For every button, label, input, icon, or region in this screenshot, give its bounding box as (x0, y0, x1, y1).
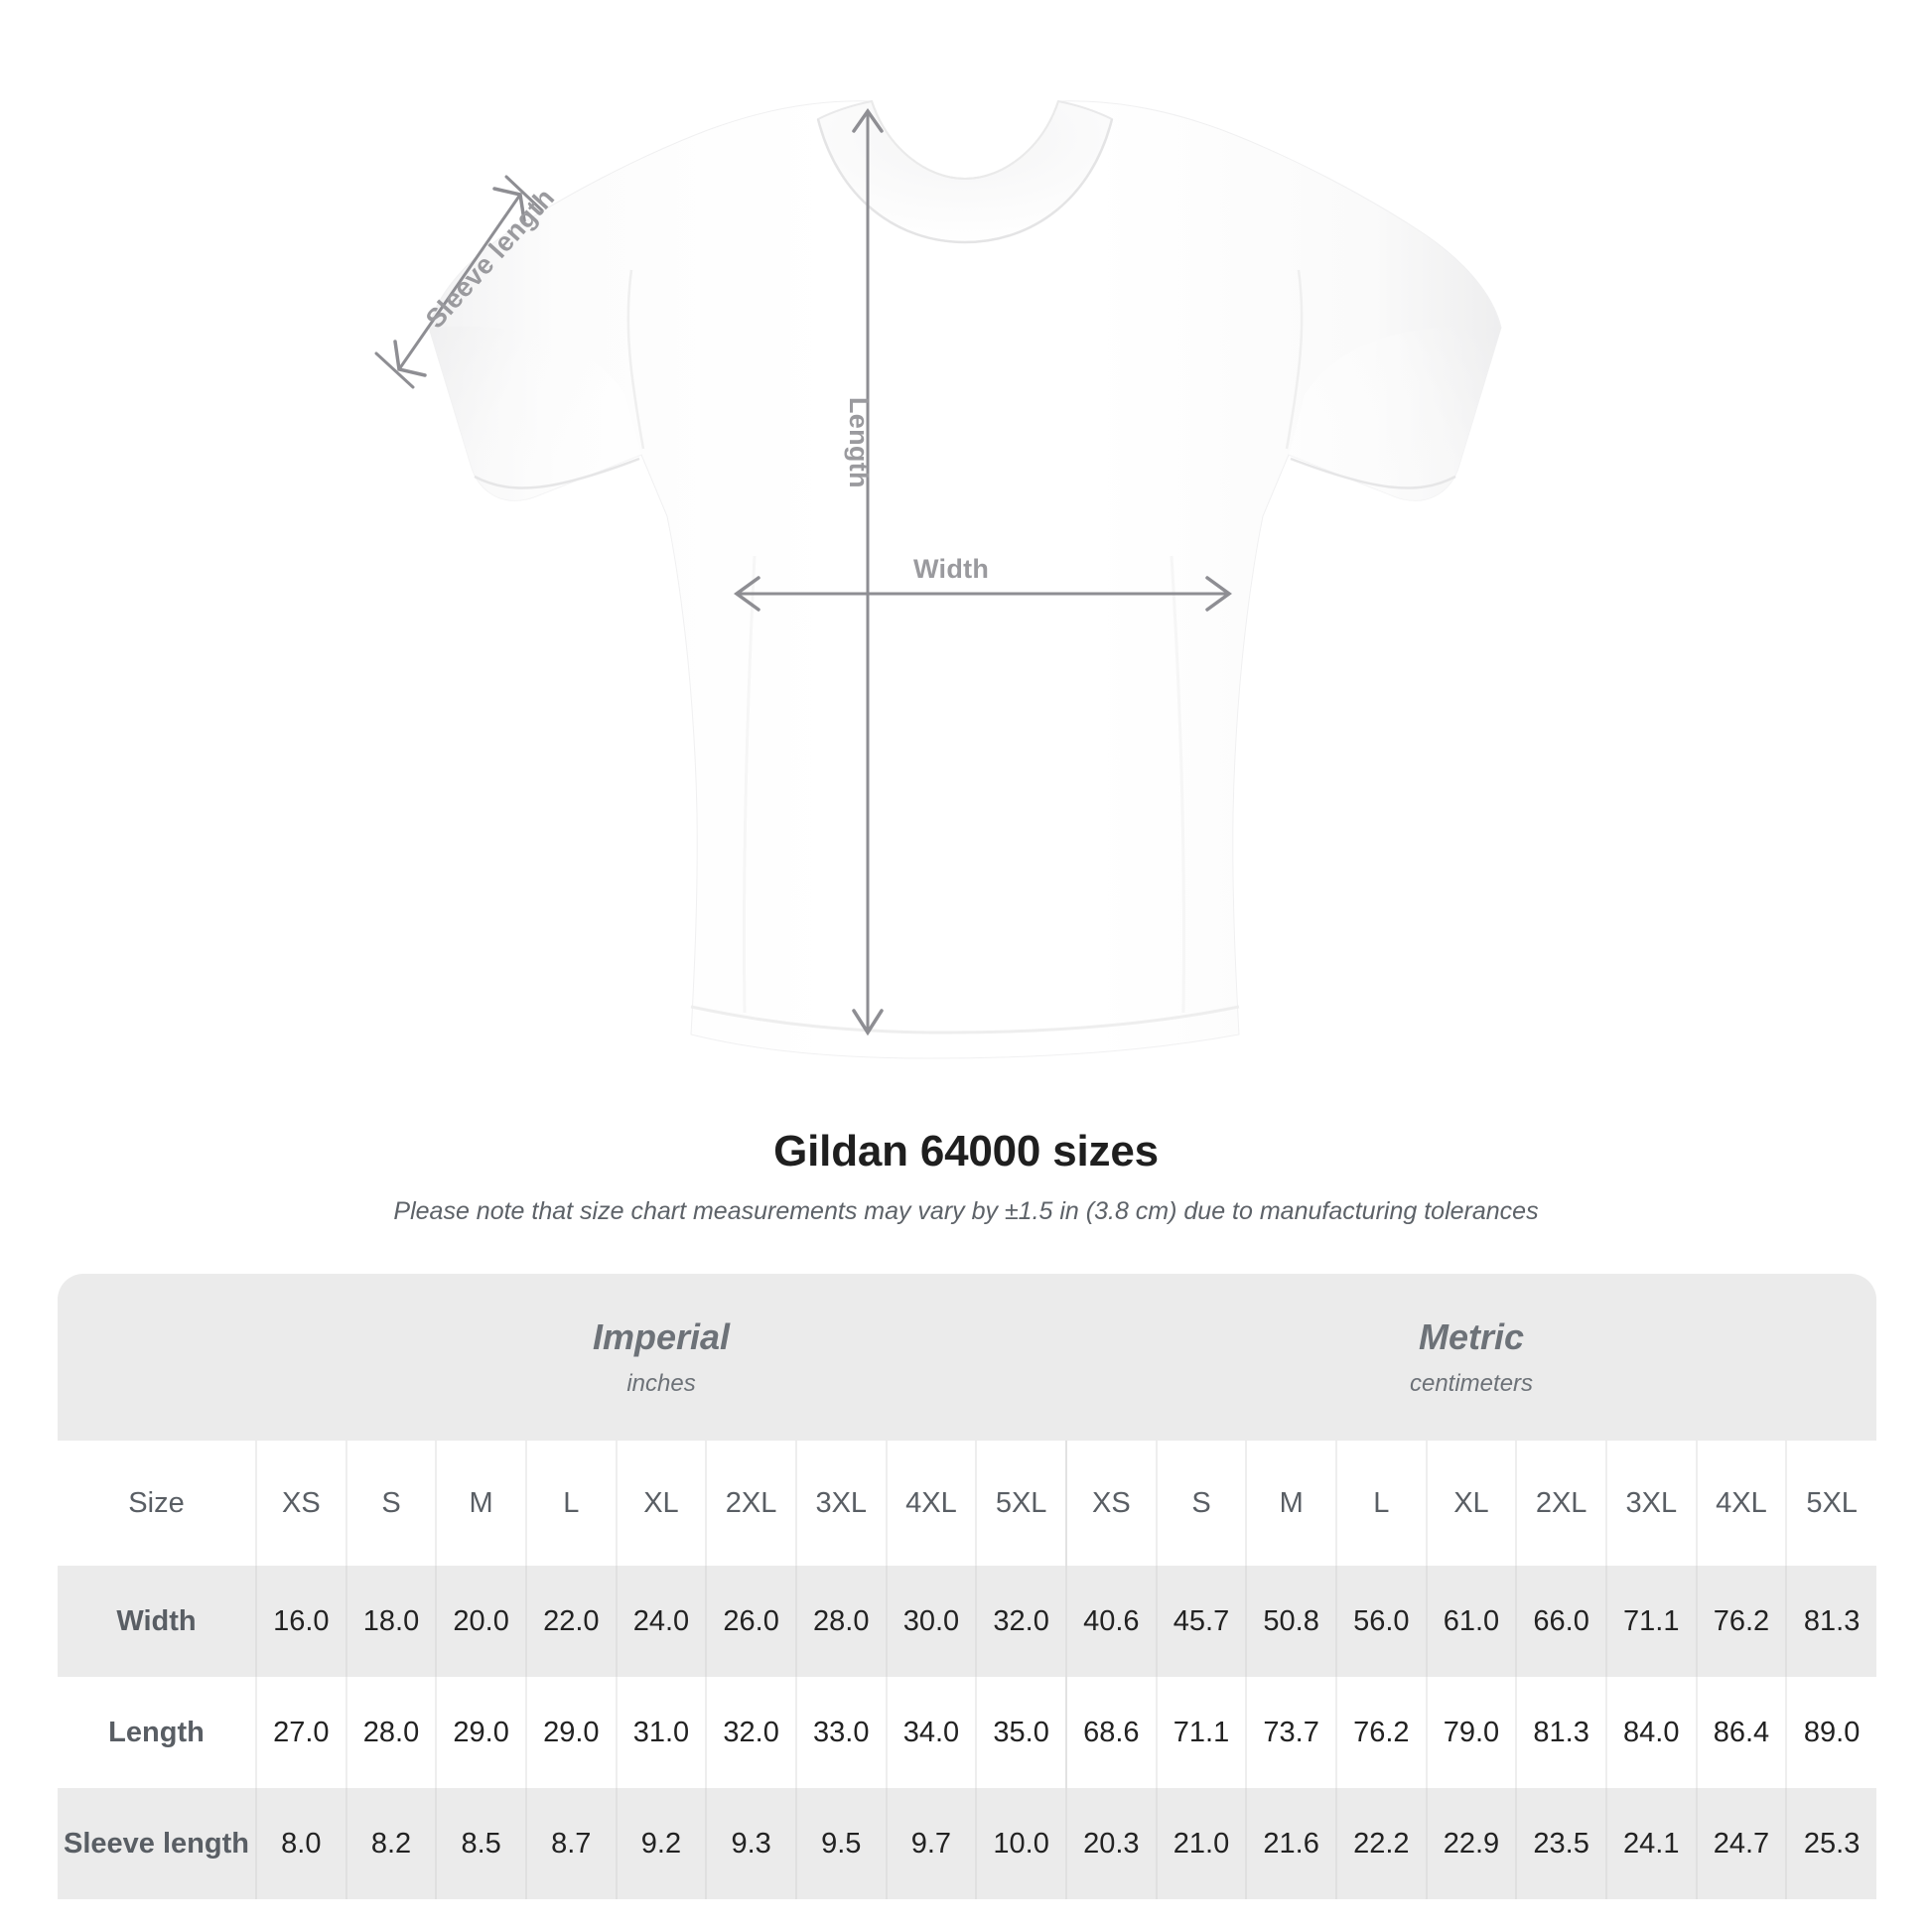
tshirt-illustration (428, 99, 1502, 1059)
size-table-container: Imperial inches Metric centimeters Size XS S M L… (58, 1274, 1876, 1899)
measurement-cell: 86.4 (1695, 1677, 1787, 1788)
measurement-cell: 66.0 (1515, 1566, 1606, 1677)
size-header-row: Size XS S M L XL 2XL 3XL 4XL 5XL XS S M L XL 2XL 3XL 4XL 5… (58, 1441, 1876, 1566)
row-label-sleeve-length: Sleeve length (58, 1788, 256, 1899)
row-label-length: Length (58, 1677, 256, 1788)
measurement-cell: 73.7 (1245, 1677, 1336, 1788)
table-row: Width 16.0 18.0 20.0 22.0 24.0 26.0 28.0 30.0 32.… (58, 1566, 1876, 1677)
size-header-cell: L (1334, 1441, 1427, 1566)
size-header-cell: 5XL (975, 1441, 1067, 1566)
measurement-cell: 23.5 (1515, 1788, 1606, 1899)
measurement-cell: 27.0 (255, 1677, 346, 1788)
size-header-cell: M (435, 1441, 526, 1566)
unit-system-imperial: Imperial inches (256, 1274, 1067, 1441)
measurement-cell: 21.0 (1155, 1788, 1247, 1899)
measurement-cell: 29.0 (435, 1677, 526, 1788)
width-label: Width (913, 554, 990, 584)
table-row: Sleeve length 8.0 8.2 8.5 8.7 9.2 9.3 9.5 9.7 10.… (58, 1788, 1876, 1899)
size-header-cell: XS (255, 1441, 346, 1566)
measurement-cell: 24.7 (1695, 1788, 1787, 1899)
unit-system-metric: Metric centimeters (1066, 1274, 1876, 1441)
measurement-cell: 18.0 (345, 1566, 437, 1677)
measurement-cell: 32.0 (975, 1566, 1067, 1677)
measurement-cell: 16.0 (255, 1566, 346, 1677)
measurement-cell: 20.3 (1065, 1788, 1157, 1899)
measurement-cell: 71.1 (1604, 1566, 1697, 1677)
measurement-cell: 79.0 (1425, 1677, 1517, 1788)
tshirt-diagram: Sleeve length Length Width (374, 99, 1502, 1059)
measurement-cell: 84.0 (1604, 1677, 1697, 1788)
measurement-cell: 34.0 (885, 1677, 977, 1788)
measurement-cell: 30.0 (885, 1566, 977, 1677)
size-table: Imperial inches Metric centimeters Size XS S M L… (58, 1274, 1876, 1899)
measurement-cell: 21.6 (1245, 1788, 1336, 1899)
length-label: Length (844, 397, 874, 488)
measurement-cell: 35.0 (975, 1677, 1067, 1788)
measurement-cell: 22.2 (1334, 1788, 1427, 1899)
measurement-cell: 28.0 (794, 1566, 887, 1677)
size-header-cell: S (1155, 1441, 1247, 1566)
measurement-cell: 40.6 (1065, 1566, 1157, 1677)
measurement-cell: 81.3 (1785, 1566, 1876, 1677)
measurement-cell: 56.0 (1334, 1566, 1427, 1677)
size-header-cell: L (524, 1441, 617, 1566)
measurement-cell: 32.0 (705, 1677, 796, 1788)
measurement-cell: 10.0 (975, 1788, 1067, 1899)
measurement-cell: 25.3 (1785, 1788, 1876, 1899)
measurement-cell: 22.0 (524, 1566, 617, 1677)
measurement-cell: 9.2 (615, 1788, 707, 1899)
tolerance-note: Please note that size chart measurements… (393, 1196, 1539, 1225)
row-label-width: Width (58, 1566, 256, 1677)
measurement-cell: 24.1 (1604, 1788, 1697, 1899)
size-header-cell: M (1245, 1441, 1336, 1566)
measurement-cell: 50.8 (1245, 1566, 1336, 1677)
measurement-cell: 9.3 (705, 1788, 796, 1899)
size-header-cell: 3XL (1604, 1441, 1697, 1566)
size-header-cell: XL (615, 1441, 707, 1566)
size-header-cell: XS (1065, 1441, 1157, 1566)
measurement-cell: 20.0 (435, 1566, 526, 1677)
measurement-cell: 8.7 (524, 1788, 617, 1899)
unit-system-name: Metric (1418, 1316, 1525, 1357)
size-header-cell: 4XL (885, 1441, 977, 1566)
measurement-cell: 26.0 (705, 1566, 796, 1677)
measurement-cell: 89.0 (1785, 1677, 1876, 1788)
size-header-cell: 2XL (705, 1441, 796, 1566)
size-header-cell: 5XL (1785, 1441, 1876, 1566)
unit-system-row: Imperial inches Metric centimeters (58, 1274, 1876, 1441)
measurement-cell: 31.0 (615, 1677, 707, 1788)
measurement-cell: 68.6 (1065, 1677, 1157, 1788)
page-title: Gildan 64000 sizes (773, 1127, 1159, 1175)
measurement-cell: 8.2 (345, 1788, 437, 1899)
measurement-cell: 76.2 (1334, 1677, 1427, 1788)
measurement-cell: 8.0 (255, 1788, 346, 1899)
measurement-cell: 22.9 (1425, 1788, 1517, 1899)
measurement-cell: 76.2 (1695, 1566, 1787, 1677)
measurement-cell: 29.0 (524, 1677, 617, 1788)
measurement-cell: 24.0 (615, 1566, 707, 1677)
measurement-cell: 8.5 (435, 1788, 526, 1899)
measurement-cell: 61.0 (1425, 1566, 1517, 1677)
measurement-cell: 45.7 (1155, 1566, 1247, 1677)
measurement-cell: 28.0 (345, 1677, 437, 1788)
size-header-cell: S (345, 1441, 437, 1566)
measurement-cell: 71.1 (1155, 1677, 1247, 1788)
unit-system-unit: inches (626, 1369, 696, 1397)
measurement-cell: 9.5 (794, 1788, 887, 1899)
size-header-cell: XL (1425, 1441, 1517, 1566)
measurement-cell: 33.0 (794, 1677, 887, 1788)
size-header-cell: 3XL (794, 1441, 887, 1566)
size-header-cell: 2XL (1515, 1441, 1606, 1566)
unit-system-name: Imperial (592, 1316, 731, 1357)
unit-row-spacer (58, 1274, 256, 1441)
measurement-cell: 81.3 (1515, 1677, 1606, 1788)
measurement-cell: 9.7 (885, 1788, 977, 1899)
size-header-label: Size (58, 1441, 256, 1566)
chart-heading: Gildan 64000 sizes Please note that size… (0, 1127, 1932, 1227)
unit-system-unit: centimeters (1409, 1369, 1534, 1397)
table-row: Length 27.0 28.0 29.0 29.0 31.0 32.0 33.0 34.0 35… (58, 1677, 1876, 1788)
size-header-cell: 4XL (1695, 1441, 1787, 1566)
